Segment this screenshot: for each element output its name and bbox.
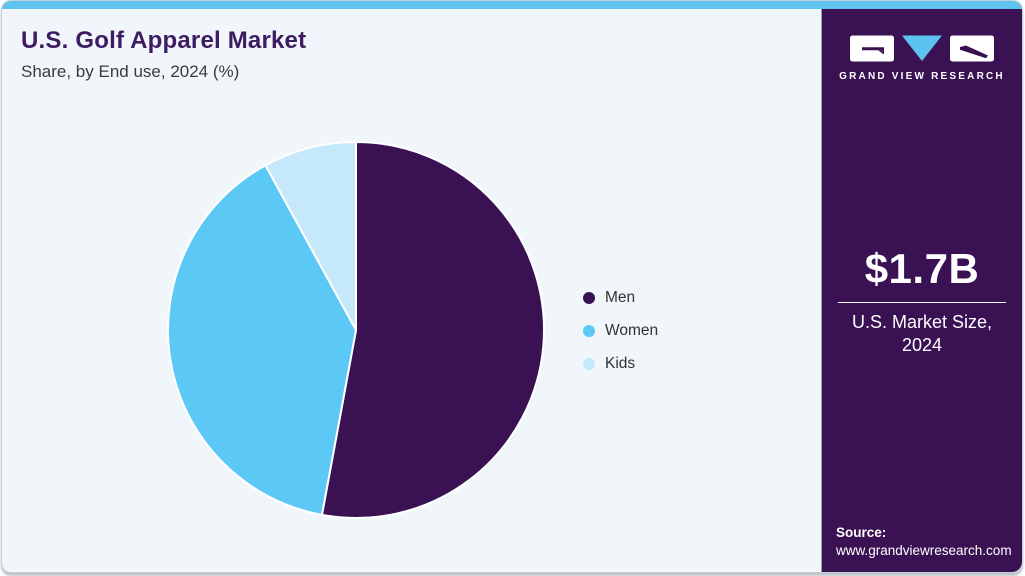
legend-dot-women [583, 325, 595, 337]
legend-dot-kids [583, 358, 595, 370]
gvr-logo: GRAND VIEW RESEARCH [822, 35, 1022, 82]
gvr-logo-icon [850, 35, 994, 62]
legend-item-kids: Kids [583, 354, 658, 374]
logo-wordmark: GRAND VIEW RESEARCH [839, 71, 1005, 82]
logo-g-glyph [862, 47, 884, 51]
market-size-callout: $1.7B U.S. Market Size, 2024 [822, 245, 1022, 358]
source: Source: www.grandviewresearch.com [836, 525, 1012, 558]
top-accent-strip [2, 1, 1022, 9]
market-size-value: $1.7B [864, 245, 980, 292]
legend: Men Women Kids [583, 288, 658, 387]
header: U.S. Golf Apparel Market Share, by End u… [21, 27, 306, 82]
logo-r-glyph [960, 45, 988, 59]
page-title: U.S. Golf Apparel Market [21, 27, 307, 54]
pie-slice-women [167, 164, 357, 516]
market-size-label: U.S. Market Size, 2024 [851, 312, 993, 356]
legend-label: Men [605, 289, 636, 306]
page-subtitle: Share, by End use, 2024 (%) [21, 62, 240, 81]
source-url: www.grandviewresearch.com [836, 543, 1012, 558]
pie-slice-men [320, 141, 545, 519]
logo-v-glyph [902, 35, 942, 61]
source-label: Source: [836, 525, 887, 540]
legend-label: Kids [605, 355, 636, 372]
pie-chart [167, 141, 545, 519]
pie-slice-kids [264, 141, 357, 331]
legend-label: Women [605, 322, 659, 339]
sidebar: GRAND VIEW RESEARCH $1.7B U.S. Market Si… [822, 9, 1022, 572]
legend-item-men: Men [583, 288, 658, 308]
legend-item-women: Women [583, 321, 658, 341]
divider-line [838, 302, 1006, 303]
legend-dot-men [583, 292, 595, 304]
